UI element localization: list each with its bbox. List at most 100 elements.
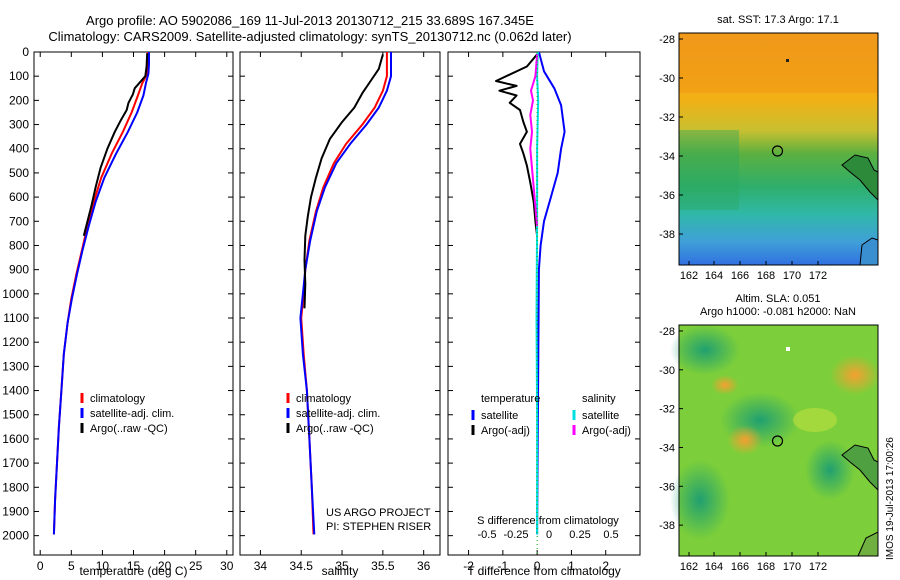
- sla-low-4: [805, 440, 855, 500]
- y-tick-label: 1500: [2, 408, 29, 422]
- y-tick-label: 100: [9, 69, 29, 83]
- x-tick-label: -1: [498, 559, 509, 573]
- x-tick-label: 5: [68, 559, 75, 573]
- map-x-tick-label: 170: [783, 270, 801, 282]
- y-tick-label: 700: [9, 214, 29, 228]
- x-tick-label: 34.5: [290, 559, 314, 573]
- s-tick-label: 0.25: [569, 529, 590, 541]
- x-tick-label: 10: [96, 559, 110, 573]
- legend-label: Argo(..raw -QC): [296, 423, 374, 435]
- argo-location-marker-sla: [771, 435, 784, 447]
- sst-map-frame: [678, 32, 879, 266]
- temperature-panel: 0 5 10 15 20 25 30 temperature (deg C) 0 100 200 30…: [2, 45, 233, 578]
- map-y-tick-label: -36: [659, 190, 675, 202]
- s-tick-label: 0.5: [603, 529, 618, 541]
- y-tick-label: 500: [9, 166, 29, 180]
- map-x-tick-label: 168: [757, 270, 775, 282]
- temperature-profile-frame: [33, 51, 234, 556]
- figure-title-line2: Climatology: CARS2009. Satellite-adjuste…: [48, 29, 571, 44]
- series-line-climatology: [52, 52, 149, 535]
- map-y-tick-label: -28: [659, 326, 675, 338]
- y-tick-label: 900: [9, 263, 29, 277]
- sla-high-1: [830, 355, 880, 395]
- x-tick-label: 0: [534, 559, 541, 573]
- map-y-tick-label: -30: [659, 73, 675, 85]
- x-tick-label: 15: [127, 559, 141, 573]
- sst-axis-ticks: -28 -30 -32 -34 -36 -38 162 164 166 168 170 172: [659, 34, 827, 282]
- x-axis-label: temperature (deg C): [79, 564, 187, 578]
- y-tick-label: 1800: [2, 480, 29, 494]
- x-tick-label: 30: [220, 559, 234, 573]
- x-tick-label: 0: [37, 559, 44, 573]
- series-line-satellite-adj-clim-: [52, 52, 150, 535]
- x-tick-label: 35.5: [371, 559, 395, 573]
- series-line-satellite-adj-clim-: [299, 52, 392, 535]
- footer-timestamp: IMOS 19-Jul-2013 17:00:26: [885, 437, 896, 560]
- map-y-tick-label: -34: [659, 151, 675, 163]
- map-y-tick-label: -36: [659, 481, 675, 493]
- map-x-tick-label: 162: [680, 270, 698, 282]
- s-tick-label: -0.25: [503, 529, 528, 541]
- legend-label: Argo(..raw -QC): [90, 423, 168, 435]
- sla-high-2: [727, 425, 763, 455]
- map-x-tick-label: 164: [705, 270, 723, 282]
- sla-map: Altim. SLA: 0.051 Argo h1000: -0.081 h20…: [659, 293, 880, 573]
- sst-field: [679, 33, 878, 265]
- y-tick-label: 1100: [3, 311, 29, 325]
- argo-location-marker-sst: [771, 145, 784, 157]
- y-tick-label: 1600: [2, 432, 29, 446]
- map-x-tick-label: 172: [809, 561, 827, 573]
- map-x-tick-label: 166: [731, 270, 749, 282]
- pi-annotation: PI: STEPHEN RISER: [326, 521, 431, 533]
- x-axis-label: salinity: [322, 564, 359, 578]
- map-x-tick-label: 170: [783, 561, 801, 573]
- legend-label: satellite: [582, 410, 619, 422]
- map-x-tick-label: 162: [680, 561, 698, 573]
- legend-header-temperature: temperature: [481, 393, 540, 405]
- difference-panel: -2 -1 0 1 2T difference from climatology -0.5…: [447, 51, 641, 578]
- sla-map-title1: Altim. SLA: 0.051: [736, 293, 821, 305]
- map-y-tick-label: -28: [659, 34, 675, 46]
- map-y-tick-label: -30: [659, 365, 675, 377]
- map-x-tick-label: 168: [757, 561, 775, 573]
- sla-axis-ticks: -28 -30 -32 -34 -36 -38 162 164 166 168 170 172: [659, 326, 827, 573]
- y-tick-label: 600: [9, 190, 29, 204]
- legend-label: satellite-adj. clim.: [296, 408, 380, 420]
- map-y-tick-label: -34: [659, 442, 675, 454]
- y-tick-label: 1400: [2, 384, 29, 398]
- y-tick-label: 800: [9, 238, 29, 252]
- x-tick-label: -2: [463, 559, 474, 573]
- x-tick-label: 20: [158, 559, 172, 573]
- map-x-tick-label: 166: [731, 561, 749, 573]
- sst-green-patch: [679, 130, 739, 210]
- sla-high-3: [711, 375, 739, 395]
- x-axis-label: T difference from climatology: [467, 564, 621, 578]
- x-tick-label: 25: [189, 559, 203, 573]
- difference-from-climatology-frame: [447, 51, 641, 556]
- x-tick-label: 2: [602, 559, 609, 573]
- sla-missing-pixel: [786, 347, 790, 351]
- legend-label: satellite-adj. clim.: [90, 408, 174, 420]
- y-tick-label: 1200: [2, 335, 29, 349]
- legend-label: climatology: [296, 393, 352, 405]
- series-line-argo-raw-qc-: [82, 53, 149, 237]
- y-tick-label: 1700: [2, 456, 29, 470]
- legend-label: satellite: [481, 410, 518, 422]
- y-tick-label: 1000: [2, 287, 29, 301]
- sst-missing-pixel: [786, 59, 789, 62]
- x-tick-label: 1: [568, 559, 575, 573]
- map-x-tick-label: 164: [705, 561, 723, 573]
- s-tick-label: 0: [546, 529, 552, 541]
- legend-label: climatology: [90, 393, 146, 405]
- y-tick-label: 300: [9, 118, 29, 132]
- sla-map-frame: [678, 324, 879, 557]
- series-line-argo-raw-qc-: [303, 54, 384, 309]
- project-annotation: US ARGO PROJECT: [326, 507, 431, 519]
- y-tick-label: 2000: [2, 529, 29, 543]
- map-y-tick-label: -38: [659, 229, 675, 241]
- sla-low-3: [670, 460, 730, 540]
- map-y-tick-label: -32: [659, 112, 675, 124]
- sla-yellow-1: [793, 408, 837, 432]
- figure-title-line1: Argo profile: AO 5902086_169 11-Jul-2013…: [86, 13, 534, 28]
- sst-map-title: sat. SST: 17.3 Argo: 17.1: [717, 14, 839, 26]
